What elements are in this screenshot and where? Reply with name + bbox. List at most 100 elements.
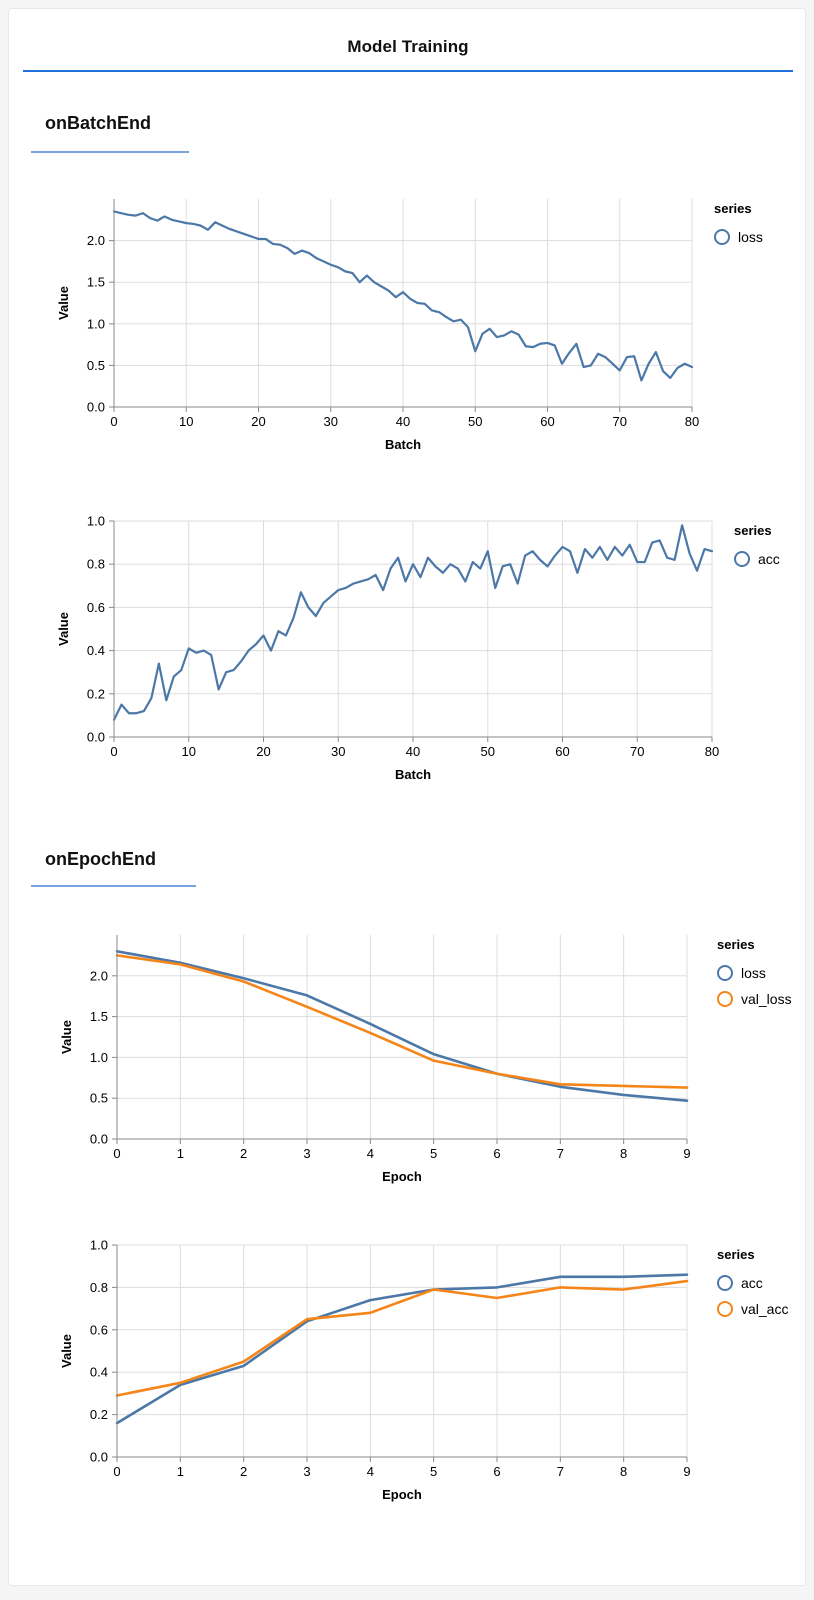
y-axis-title: Value <box>59 1020 74 1054</box>
y-tick-label: 0.0 <box>87 400 105 415</box>
y-tick-label: 0.5 <box>90 1091 108 1106</box>
y-tick-label: 0.6 <box>87 600 105 615</box>
legend-marker-acc[interactable] <box>734 551 750 567</box>
x-tick-label: 20 <box>251 414 265 429</box>
legend-marker-val_loss[interactable] <box>717 991 733 1007</box>
section-divider-onepochend <box>31 885 196 887</box>
y-tick-label: 1.0 <box>90 1238 108 1253</box>
y-tick-label: 0.0 <box>87 730 105 745</box>
x-tick-label: 80 <box>705 744 719 759</box>
legend-marker-acc[interactable] <box>717 1275 733 1291</box>
series-line-val_loss <box>115 954 689 1089</box>
title-divider <box>23 70 793 72</box>
x-tick-label: 10 <box>182 744 196 759</box>
x-tick-label: 7 <box>557 1146 564 1161</box>
series-line-val_acc <box>115 1279 689 1397</box>
x-tick-label: 1 <box>177 1146 184 1161</box>
series-line-loss <box>112 210 694 382</box>
legend-label-loss[interactable]: loss <box>738 229 763 245</box>
section-divider-onbatchend <box>31 151 189 153</box>
legend-marker-loss[interactable] <box>717 965 733 981</box>
y-tick-label: 0.8 <box>87 557 105 572</box>
y-tick-label: 0.4 <box>87 643 105 658</box>
chart-batch-loss[interactable]: 0 10 20 30 40 50 60 70 80 0.0 0.5 1.0 1.5 2.0 Batch Val… <box>29 177 805 477</box>
x-axis-title: Batch <box>385 437 421 452</box>
legend-label-acc[interactable]: acc <box>758 551 780 567</box>
x-tick-label: 0 <box>113 1146 120 1161</box>
x-tick-label: 70 <box>613 414 627 429</box>
chart-svg-batch-acc: 0 10 20 30 40 50 60 70 80 0.0 0.2 0.4 0.6 0.8 1.0 Batch… <box>56 514 780 783</box>
x-tick-label: 6 <box>493 1464 500 1479</box>
y-axis-title: Value <box>56 612 71 646</box>
chart-svg-batch-loss: 0 10 20 30 40 50 60 70 80 0.0 0.5 1.0 1.5 2.0 Batch Val… <box>56 199 763 452</box>
x-tick-label: 40 <box>396 414 410 429</box>
chart-epoch-acc[interactable]: 0 1 2 3 4 5 6 7 8 9 0.0 0.2 0.4 0.6 0.8 1.0 Epoch Value se… <box>29 1219 805 1529</box>
page-title: Model Training <box>347 37 469 56</box>
y-tick-label: 0.0 <box>90 1450 108 1465</box>
legend-label-acc[interactable]: acc <box>741 1275 763 1291</box>
x-tick-label: 2 <box>240 1146 247 1161</box>
y-tick-label: 1.0 <box>90 1050 108 1065</box>
x-axis-title: Epoch <box>382 1487 422 1502</box>
x-tick-label: 5 <box>430 1464 437 1479</box>
x-tick-label: 10 <box>179 414 193 429</box>
legend-title: series <box>734 523 772 538</box>
x-tick-label: 40 <box>406 744 420 759</box>
y-tick-label: 0.0 <box>90 1132 108 1147</box>
series-line-acc <box>115 1273 689 1425</box>
legend-title: series <box>717 1247 755 1262</box>
y-tick-label: 1.5 <box>90 1009 108 1024</box>
x-tick-label: 60 <box>555 744 569 759</box>
x-tick-label: 4 <box>367 1146 374 1161</box>
x-axis-title: Batch <box>395 767 431 782</box>
x-tick-label: 50 <box>481 744 495 759</box>
section-title-onepochend: onEpochEnd <box>45 849 156 869</box>
x-tick-label: 3 <box>303 1146 310 1161</box>
legend-label-val_acc[interactable]: val_acc <box>741 1301 788 1317</box>
y-tick-label: 0.2 <box>87 686 105 701</box>
legend-label-val_loss[interactable]: val_loss <box>741 991 792 1007</box>
y-tick-label: 1.5 <box>87 275 105 290</box>
y-tick-label: 2.0 <box>90 968 108 983</box>
section-title-onbatchend: onBatchEnd <box>45 113 151 133</box>
x-tick-label: 7 <box>557 1464 564 1479</box>
legend-marker-loss[interactable] <box>714 229 730 245</box>
chart-svg-epoch-acc: 0 1 2 3 4 5 6 7 8 9 0.0 0.2 0.4 0.6 0.8 1.0 Epoch Value se… <box>59 1238 788 1503</box>
x-tick-label: 8 <box>620 1464 627 1479</box>
x-tick-label: 5 <box>430 1146 437 1161</box>
x-tick-label: 30 <box>331 744 345 759</box>
x-tick-label: 30 <box>324 414 338 429</box>
chart-batch-acc[interactable]: 0 10 20 30 40 50 60 70 80 0.0 0.2 0.4 0.6 0.8 1.0 Batch… <box>29 499 805 809</box>
x-tick-label: 0 <box>113 1464 120 1479</box>
x-tick-label: 2 <box>240 1464 247 1479</box>
x-tick-label: 0 <box>110 744 117 759</box>
x-axis-title: Epoch <box>382 1169 422 1184</box>
x-tick-label: 50 <box>468 414 482 429</box>
series-line-loss <box>115 950 689 1102</box>
legend-marker-val_acc[interactable] <box>717 1301 733 1317</box>
y-tick-label: 0.4 <box>90 1365 108 1380</box>
y-axis-title: Value <box>59 1334 74 1368</box>
y-tick-label: 0.8 <box>90 1280 108 1295</box>
x-tick-label: 9 <box>683 1464 690 1479</box>
y-tick-label: 0.6 <box>90 1322 108 1337</box>
y-tick-label: 1.0 <box>87 316 105 331</box>
report-card: Model Training onBatchEnd 0 10 20 30 40 50 60 7… <box>8 8 806 1586</box>
x-tick-label: 70 <box>630 744 644 759</box>
series-line-acc <box>112 524 714 721</box>
legend-label-loss[interactable]: loss <box>741 965 766 981</box>
legend-title: series <box>714 201 752 216</box>
chart-epoch-loss[interactable]: 0 1 2 3 4 5 6 7 8 9 0.0 0.5 1.0 1.5 2.0 Epoch Value serie… <box>29 909 805 1209</box>
x-tick-label: 6 <box>493 1146 500 1161</box>
y-tick-label: 0.2 <box>90 1407 108 1422</box>
x-tick-label: 20 <box>256 744 270 759</box>
y-tick-label: 0.5 <box>87 358 105 373</box>
y-tick-label: 2.0 <box>87 233 105 248</box>
x-tick-label: 9 <box>683 1146 690 1161</box>
x-tick-label: 80 <box>685 414 699 429</box>
x-tick-label: 0 <box>110 414 117 429</box>
x-tick-label: 3 <box>303 1464 310 1479</box>
y-axis-title: Value <box>56 286 71 320</box>
x-tick-label: 60 <box>540 414 554 429</box>
x-tick-label: 8 <box>620 1146 627 1161</box>
